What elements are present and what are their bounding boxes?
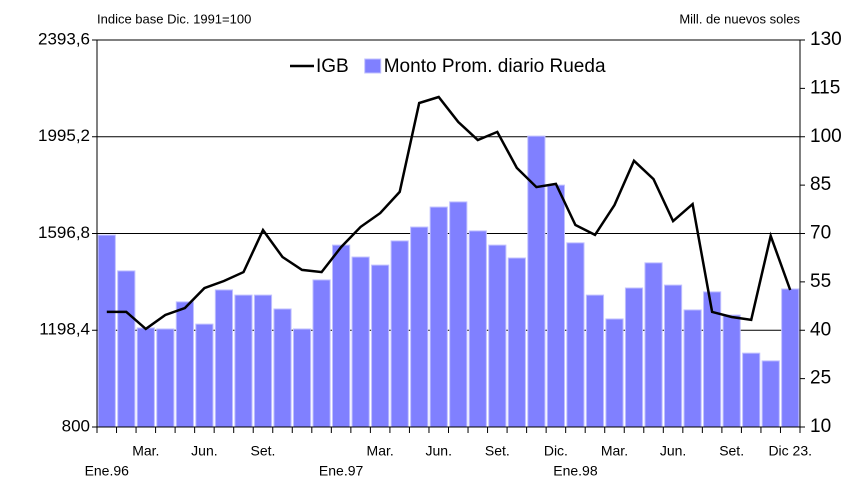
x-tick-label: Jun. (660, 443, 686, 459)
y-tick-label: 1198,4 (39, 320, 90, 339)
bar (624, 287, 644, 428)
x-tick-label: Dic. (544, 443, 568, 459)
x-tick-label: Set. (719, 443, 744, 459)
x-tick-label: Set. (251, 443, 276, 459)
x-tick-label: Jun. (191, 443, 217, 459)
bar (546, 184, 565, 428)
bar (292, 328, 312, 428)
bar (253, 294, 273, 428)
bar (429, 206, 448, 428)
y-tick-label: 1995,2 (38, 126, 90, 145)
bar (117, 270, 136, 428)
bar (97, 234, 116, 428)
y2-tick-label: 70 (810, 223, 831, 244)
bar (175, 301, 194, 428)
bar (273, 308, 292, 428)
left-axis-title: Indice base Dic. 1991=100 (97, 11, 251, 26)
bar (605, 318, 624, 428)
bar (742, 352, 761, 428)
x-tick-label: Jun. (426, 443, 452, 459)
y-tick-label: 800 (62, 416, 90, 435)
bar (410, 226, 429, 428)
bar (312, 279, 331, 428)
y2-tick-label: 130 (810, 29, 842, 50)
x-tick-label: Mar. (132, 443, 159, 459)
y2-tick-label: 25 (810, 368, 831, 389)
y2-tick-label: 40 (810, 319, 831, 340)
bar (390, 240, 409, 428)
bar (781, 288, 800, 428)
bar (449, 201, 468, 428)
bar (507, 257, 526, 428)
bar (371, 264, 390, 428)
bar (195, 323, 214, 428)
x-tick-label: Set. (485, 443, 510, 459)
bar (722, 314, 741, 428)
y2-tick-label: 55 (810, 271, 831, 292)
x-tick-label: Mar. (367, 443, 394, 459)
bar (214, 289, 234, 428)
bar (468, 230, 487, 428)
y-tick-label: 2393,6 (38, 29, 90, 48)
bar (566, 242, 585, 428)
x-tick-label: Dic 23. (768, 443, 812, 459)
x-tick-label: Ene.98 (553, 463, 598, 479)
bar (234, 294, 253, 428)
bar (156, 328, 175, 428)
bar (488, 244, 507, 428)
x-tick-label: Ene.96 (85, 463, 130, 479)
bar (351, 256, 370, 428)
bar (663, 284, 683, 428)
bar (683, 309, 702, 428)
y2-tick-label: 10 (810, 416, 831, 437)
x-tick-label: Ene.97 (319, 463, 364, 479)
bar (761, 360, 780, 428)
y2-tick-label: 85 (810, 174, 831, 195)
y-tick-label: 1596,8 (38, 223, 90, 242)
legend-label: Monto Prom. diario Rueda (384, 56, 606, 77)
legend-label: IGB (316, 56, 349, 77)
bar (136, 327, 155, 428)
x-tick-label: Mar. (601, 443, 628, 459)
bar (644, 262, 663, 428)
legend-swatch (364, 58, 382, 74)
right-axis-title: Mill. de nuevos soles (679, 11, 800, 26)
bar (585, 294, 605, 428)
bar (332, 244, 351, 428)
line-series (106, 95, 792, 331)
y2-tick-label: 115 (810, 77, 840, 98)
y2-tick-label: 100 (810, 126, 842, 147)
